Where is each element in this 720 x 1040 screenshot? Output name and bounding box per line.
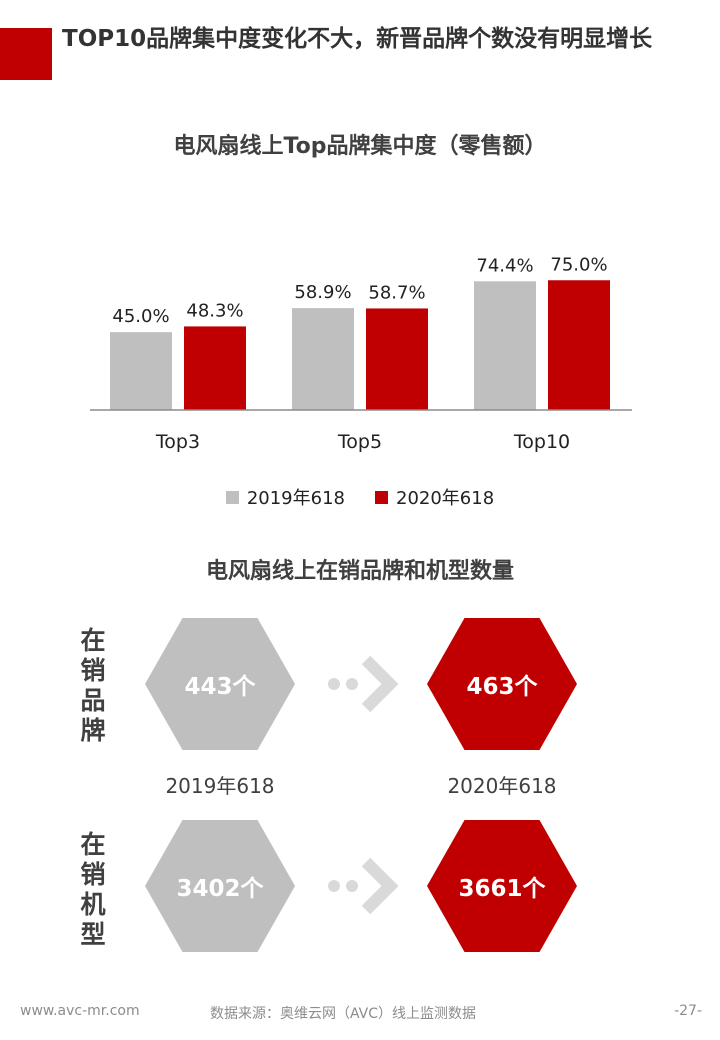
brands-2019-value: 443个 [184, 674, 256, 700]
x-tick-label-top3: Top3 [155, 431, 200, 453]
bar-top3-2019 [110, 332, 172, 410]
x-tick-label-top10: Top10 [513, 431, 570, 453]
year-label-2020: 2020年618 [447, 774, 557, 798]
counts-title: 电风扇线上在销品牌和机型数量 [205, 559, 514, 584]
page-title: TOP10品牌集中度变化不大，新晋品牌个数没有明显增长 [62, 26, 653, 52]
data-label-top5-2020: 58.7% [368, 282, 425, 303]
data-label-top3-2020: 48.3% [186, 300, 243, 321]
data-label-top5-2019: 58.9% [294, 282, 351, 303]
brands-side-label: 在销品牌 [80, 626, 106, 745]
footer-website: www.avc-mr.com [20, 1003, 140, 1019]
legend-item-2020: 2020年618 [375, 484, 494, 510]
models-2020-hexagon: 3661个 [427, 820, 577, 952]
models-2020-value: 3661个 [458, 876, 546, 902]
header-accent-block [0, 28, 52, 80]
year-label-2019: 2019年618 [165, 774, 275, 798]
footer-page-number: -27- [674, 1003, 702, 1019]
brands-2020-value: 463个 [466, 674, 538, 700]
legend-label-2019: 2019年618 [246, 488, 345, 509]
models-side-label: 在销机型 [80, 830, 106, 949]
legend-label-2020: 2020年618 [396, 488, 495, 509]
data-label-top3-2019: 45.0% [112, 306, 169, 327]
footer-source: 数据来源：奥维云网（AVC）线上监测数据 [210, 1006, 477, 1022]
data-label-top10-2020: 75.0% [550, 254, 607, 275]
brands-2020-hexagon: 463个 [427, 618, 577, 750]
legend-swatch-2020 [375, 490, 388, 504]
brands-2019-hexagon: 443个 [145, 618, 295, 750]
data-label-top10-2019: 74.4% [476, 255, 533, 276]
bar-chart: 45.0% 48.3% Top3 58.9% 58.7% Top5 74.4% 75.0% To… [90, 254, 632, 453]
bar-top5-2020 [366, 308, 428, 410]
bar-chart-title: 电风扇线上Top品牌集中度（零售额） [173, 134, 547, 159]
legend-item-2019: 2019年618 [225, 484, 345, 510]
legend-swatch-2019 [225, 490, 239, 504]
bar-top10-2020 [548, 280, 610, 410]
models-2019-value: 3402个 [176, 876, 264, 902]
chart-legend: 2019年618 2020年618 [0, 484, 720, 510]
x-tick-label-top5: Top5 [337, 431, 382, 453]
brands-arrow-icon [328, 655, 399, 713]
bar-top3-2020 [184, 326, 246, 410]
bar-top10-2019 [474, 281, 536, 410]
models-2019-hexagon: 3402个 [145, 820, 295, 952]
models-arrow-icon [328, 857, 399, 915]
bar-top5-2019 [292, 308, 354, 410]
